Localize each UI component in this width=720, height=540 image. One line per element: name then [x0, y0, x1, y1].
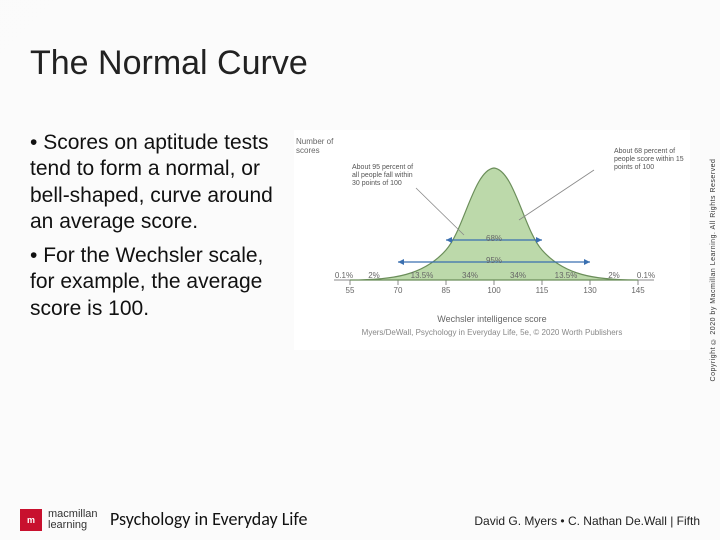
publisher-logo-text-line: learning	[48, 519, 87, 531]
chart-region-pct: 2%	[608, 271, 620, 280]
chart-band-95: 95%	[486, 256, 502, 265]
authors-line: David G. Myers • C. Nathan De.Wall | Fif…	[474, 514, 700, 528]
publisher-logo-icon: m	[20, 509, 42, 531]
chart-ylabel-line: Number of	[296, 137, 333, 146]
chart-source-credit: Myers/DeWall, Psychology in Everyday Lif…	[294, 328, 690, 337]
chart-xtick: 145	[631, 286, 644, 295]
chart-ylabel: Number of scores	[296, 138, 333, 156]
chart-ylabel-line: scores	[296, 146, 320, 155]
slide-footer: m macmillan learning Psychology in Every…	[0, 500, 720, 540]
bullet-item: For the Wechsler scale, for example, the…	[30, 243, 290, 322]
chart-region-pct: 0.1%	[637, 271, 655, 280]
book-title: Psychology in Everyday Life	[110, 508, 307, 530]
chart-region-pct: 13.5%	[411, 271, 434, 280]
normal-curve-chart: Number of scores About 95 percent of all…	[294, 130, 690, 350]
chart-region-pct: 0.1%	[335, 271, 353, 280]
chart-region-pct: 34%	[510, 271, 526, 280]
bullet-item: Scores on aptitude tests tend to form a …	[30, 130, 290, 235]
slide: The Normal Curve Scores on aptitude test…	[0, 0, 720, 540]
chart-region-pct: 2%	[368, 271, 380, 280]
chart-region-pct: 13.5%	[555, 271, 578, 280]
chart-xtick: 130	[583, 286, 596, 295]
chart-xaxis-label: Wechsler intelligence score	[294, 314, 690, 324]
page-title: The Normal Curve	[30, 44, 308, 83]
chart-xtick: 70	[394, 286, 403, 295]
chart-xtick: 55	[346, 286, 355, 295]
publisher-logo-text: macmillan learning	[48, 509, 98, 531]
content-row: Scores on aptitude tests tend to form a …	[30, 130, 690, 350]
chart-xtick: 100	[487, 286, 500, 295]
bell-curve-svg	[334, 140, 654, 300]
copyright-vertical: Copyright © 2020 by Macmillan Learning. …	[710, 159, 717, 382]
chart-band-68: 68%	[486, 234, 502, 243]
chart-xtick: 115	[536, 286, 549, 295]
chart-region-pct: 34%	[462, 271, 478, 280]
bullet-list: Scores on aptitude tests tend to form a …	[30, 130, 290, 350]
publisher-logo: m macmillan learning	[20, 509, 98, 531]
chart-xtick: 85	[442, 286, 451, 295]
